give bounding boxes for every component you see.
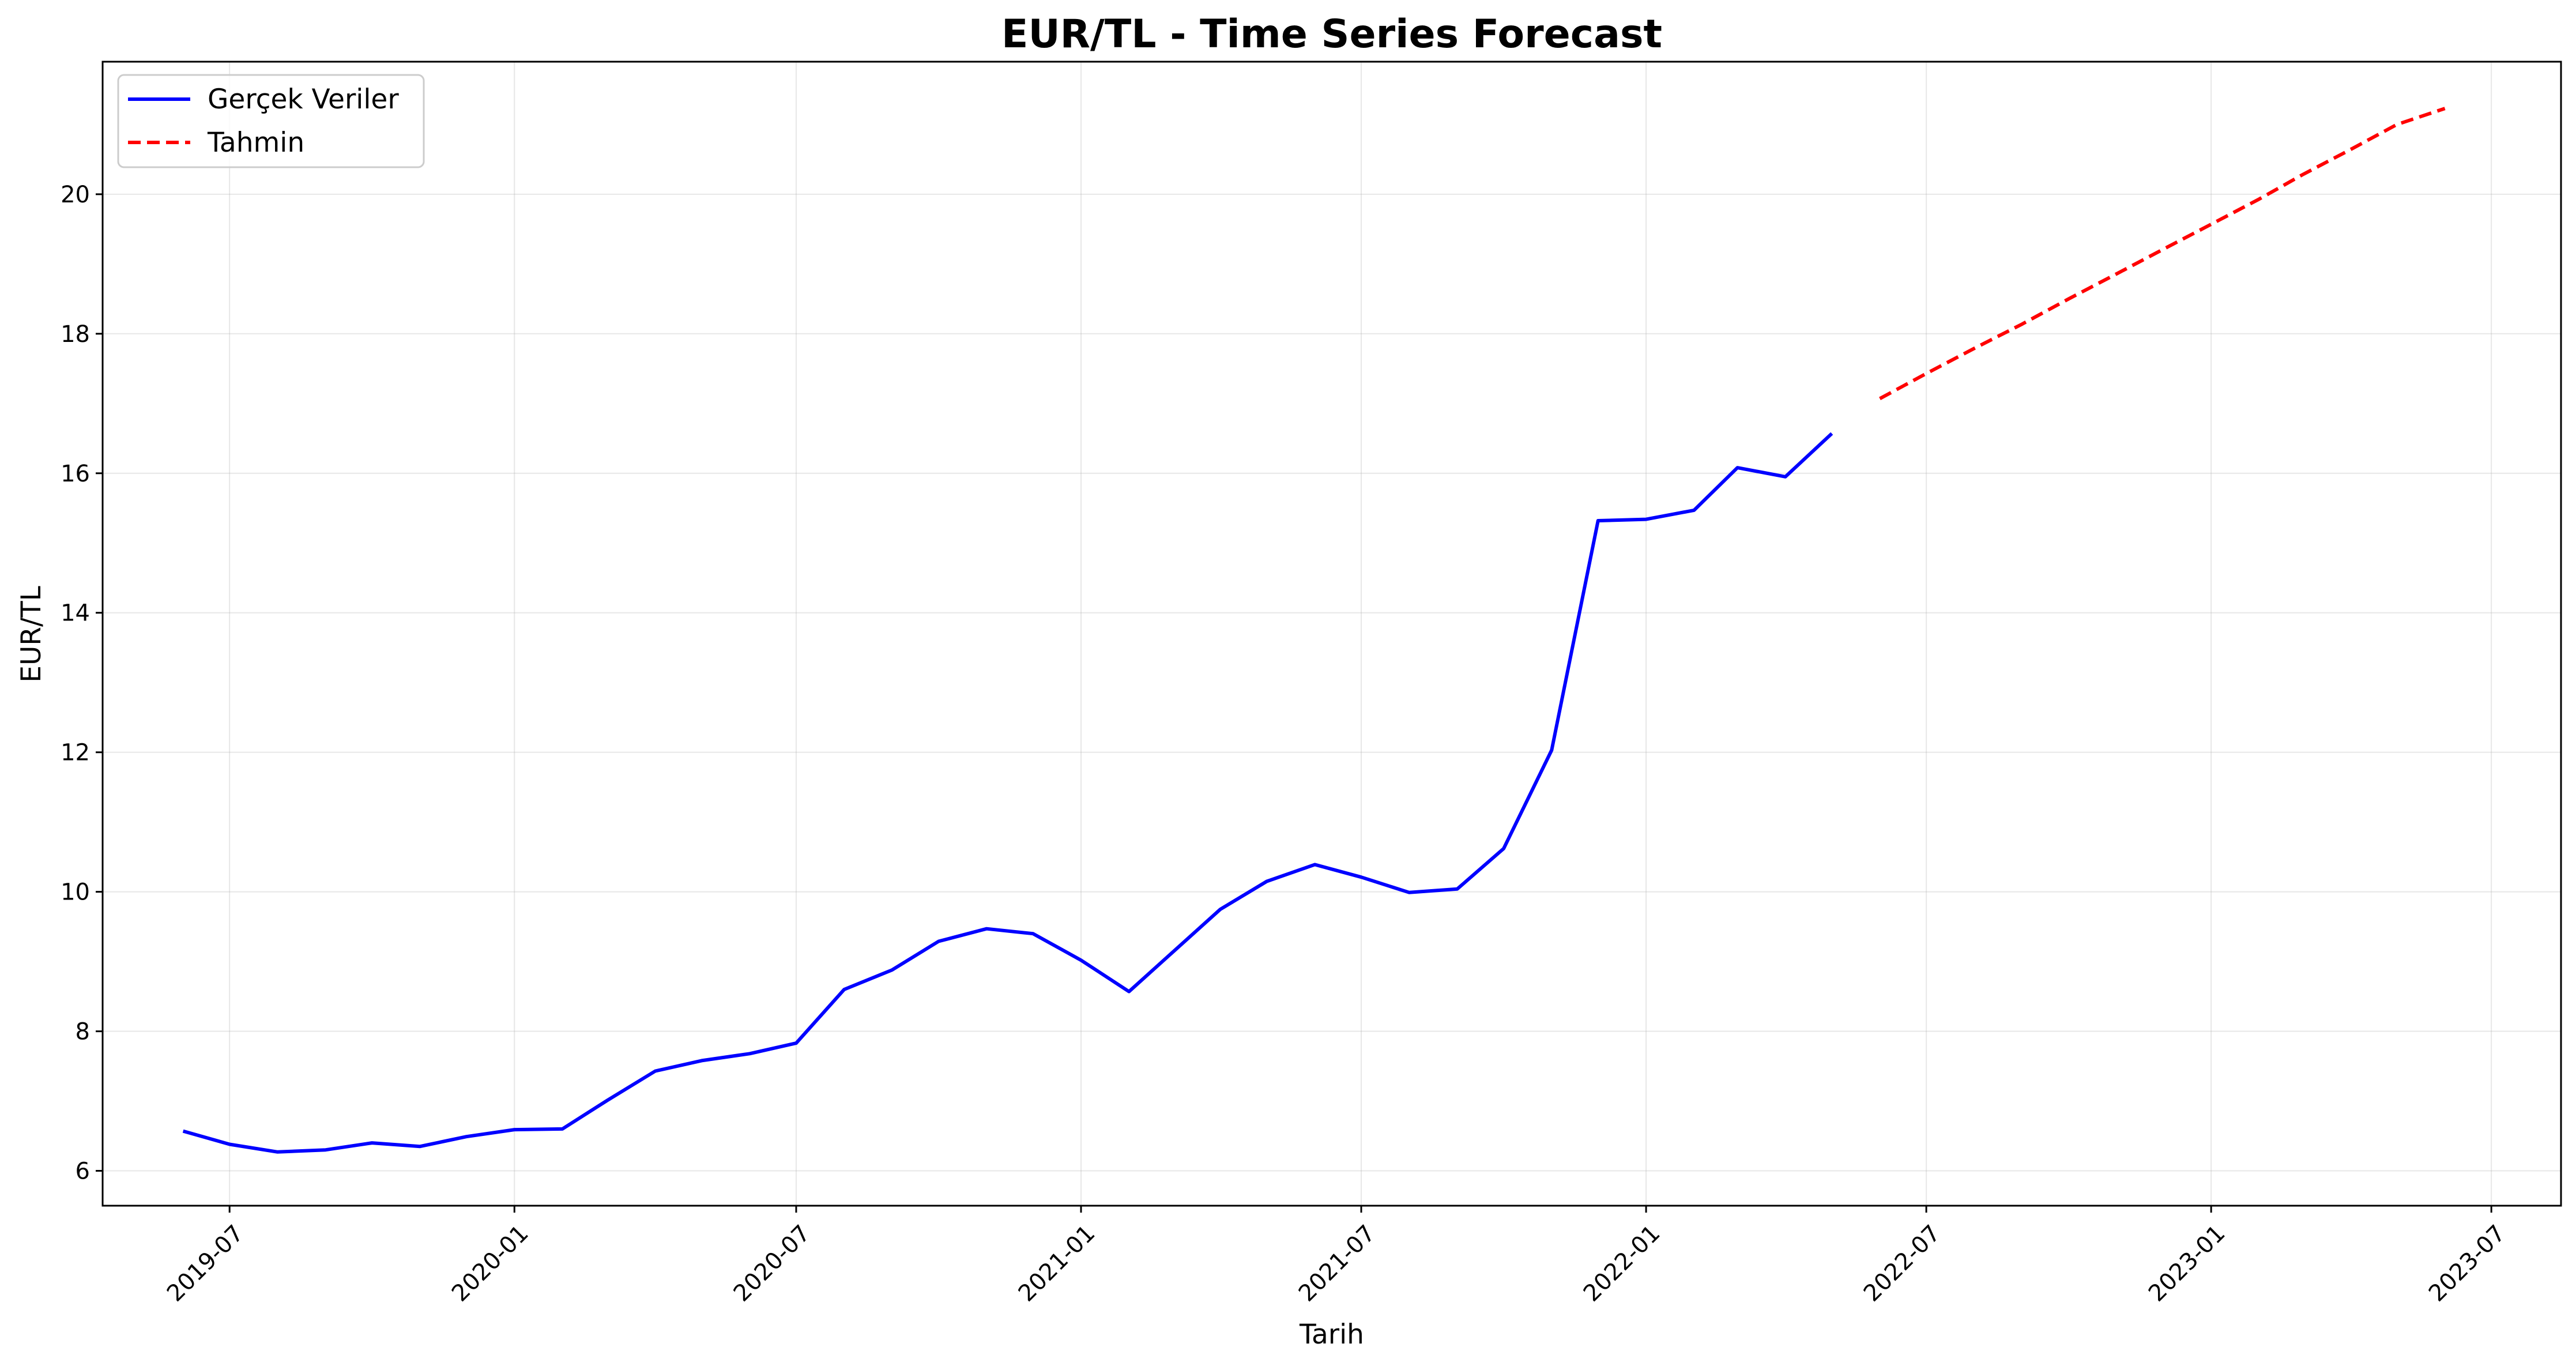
data-point-forecast — [2257, 197, 2261, 201]
y-tick-label: 18 — [61, 321, 90, 348]
y-tick-label: 6 — [76, 1158, 90, 1185]
y-tick-label: 20 — [61, 182, 90, 208]
data-point-actual — [748, 1052, 751, 1055]
series-line-actual — [182, 432, 1833, 1154]
data-point-forecast — [2443, 107, 2447, 110]
data-point-actual — [1219, 908, 1222, 911]
data-point-actual — [890, 968, 894, 972]
data-point-actual — [794, 1041, 798, 1045]
data-point-actual — [1644, 518, 1648, 521]
data-point-actual — [561, 1127, 564, 1131]
data-point-forecast — [2067, 297, 2070, 300]
data-point-actual — [1170, 951, 1174, 954]
data-point-actual — [1692, 509, 1696, 512]
data-point-actual — [1407, 891, 1411, 894]
data-point-forecast — [2209, 223, 2213, 226]
data-point-actual — [842, 988, 846, 991]
legend-box — [117, 74, 425, 168]
data-point-actual — [937, 940, 940, 943]
data-point-forecast — [2021, 322, 2024, 326]
data-point-forecast — [1878, 397, 1882, 400]
legend-label-actual: Gerçek Veriler — [208, 84, 399, 115]
data-point-actual — [1596, 519, 1600, 522]
data-point-actual — [1031, 932, 1035, 935]
legend-label-forecast: Tahmin — [207, 127, 304, 159]
data-point-actual — [276, 1150, 279, 1154]
data-point-actual — [700, 1059, 703, 1062]
data-point-forecast — [2395, 123, 2398, 126]
chart-title: EUR/TL - Time Series Forecast — [1001, 12, 1662, 57]
data-point-actual — [1359, 875, 1363, 879]
data-point-actual — [605, 1098, 609, 1102]
y-tick-label: 14 — [61, 600, 90, 627]
x-axis-label: Tarih — [1299, 1319, 1364, 1350]
data-point-actual — [654, 1070, 657, 1073]
y-tick-label: 8 — [76, 1019, 90, 1045]
data-point-actual — [370, 1141, 374, 1145]
plot-frame — [101, 61, 2562, 1207]
data-point-actual — [182, 1130, 185, 1133]
data-point-actual — [465, 1135, 468, 1138]
data-point-actual — [1550, 748, 1553, 752]
data-point-actual — [1313, 863, 1317, 866]
y-axis-label: EUR/TL — [16, 586, 47, 682]
y-tick-label: 16 — [61, 461, 90, 487]
data-point-actual — [324, 1148, 327, 1151]
data-point-actual — [1079, 958, 1083, 962]
y-tick-label: 12 — [61, 740, 90, 766]
data-point-forecast — [2301, 173, 2304, 176]
data-point-actual — [1784, 475, 1787, 479]
data-point-actual — [419, 1145, 422, 1148]
data-point-actual — [1830, 432, 1833, 435]
data-point-forecast — [2349, 148, 2352, 151]
data-point-actual — [1127, 990, 1131, 994]
data-point-actual — [1502, 847, 1505, 851]
series-line-forecast — [1879, 107, 2446, 400]
data-point-actual — [1265, 880, 1268, 883]
data-point-forecast — [2161, 247, 2165, 251]
y-tick-label: 10 — [61, 879, 90, 906]
data-point-forecast — [1972, 347, 1976, 350]
series-layer — [182, 107, 2447, 1154]
grid — [103, 62, 2561, 1206]
data-point-actual — [985, 927, 988, 931]
data-point-actual — [1736, 466, 1739, 469]
data-point-forecast — [1925, 372, 1928, 375]
data-point-actual — [228, 1143, 231, 1146]
data-point-forecast — [2115, 272, 2118, 276]
legend: Gerçek Veriler Tahmin — [117, 74, 425, 168]
data-point-actual — [513, 1128, 516, 1131]
data-point-actual — [1456, 887, 1459, 891]
